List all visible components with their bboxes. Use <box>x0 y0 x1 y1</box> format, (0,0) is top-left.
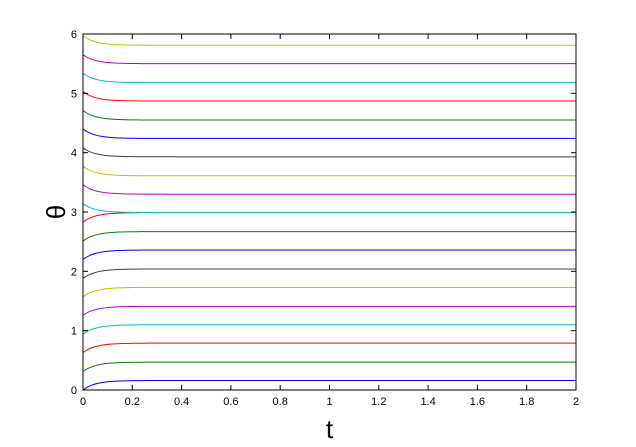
series-line-5 <box>83 305 576 316</box>
x-tick-label: 0 <box>80 396 86 408</box>
y-tick-label: 1 <box>71 326 77 338</box>
y-tick-label: 2 <box>71 266 77 278</box>
x-tick-label: 1.8 <box>519 396 534 408</box>
series-line-4 <box>83 324 576 335</box>
y-tick-label: 0 <box>71 385 77 397</box>
x-tick-label: 2 <box>573 396 579 408</box>
x-tick-label: 0.4 <box>174 396 189 408</box>
y-tick-label: 4 <box>71 148 77 160</box>
y-tick-label: 3 <box>71 207 77 219</box>
x-tick-label: 0.2 <box>125 396 140 408</box>
series-line-20 <box>83 35 576 46</box>
x-tick-label: 0.6 <box>223 396 238 408</box>
ticks-layer: 0 0.2 0.4 0.6 0.8 1 1.2 1.4 1.6 1.8 2 0 1 2 3 4 5 6 <box>71 29 579 408</box>
series-line-15 <box>83 128 576 139</box>
series-line-16 <box>83 110 576 121</box>
x-tick-label: 1.4 <box>420 396 435 408</box>
series-line-13 <box>83 165 576 177</box>
x-axis-label: t <box>326 414 334 444</box>
series-layer <box>83 35 576 390</box>
y-axis-label: θ <box>41 205 71 219</box>
series-line-17 <box>83 91 576 102</box>
series-line-18 <box>83 72 576 84</box>
y-tick-label: 5 <box>71 88 77 100</box>
series-line-1 <box>83 380 576 390</box>
series-line-7 <box>83 268 576 279</box>
series-line-19 <box>83 54 576 65</box>
series-line-12 <box>83 184 576 195</box>
series-line-9 <box>83 231 576 242</box>
plot-area <box>83 34 576 390</box>
series-line-3 <box>83 342 576 354</box>
x-tick-label: 1.6 <box>470 396 485 408</box>
series-line-8 <box>83 249 576 260</box>
series-line-6 <box>83 286 576 298</box>
x-tick-label: 1 <box>326 396 332 408</box>
series-line-11 <box>83 203 576 214</box>
y-tick-label: 6 <box>71 29 77 41</box>
series-line-14 <box>83 147 576 158</box>
x-tick-label: 1.2 <box>371 396 386 408</box>
series-line-2 <box>83 361 576 373</box>
x-tick-label: 0.8 <box>273 396 288 408</box>
